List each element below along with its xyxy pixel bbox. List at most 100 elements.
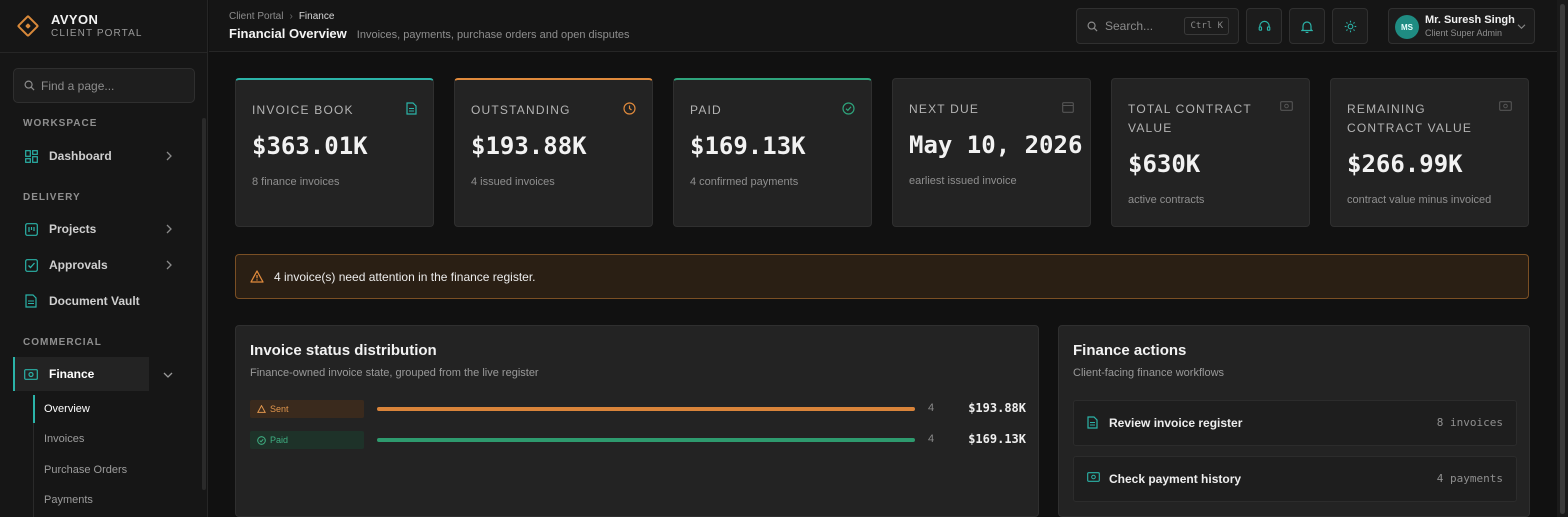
warning-triangle-icon xyxy=(257,405,266,413)
search-placeholder: Search... xyxy=(1105,19,1154,33)
status-label: Paid xyxy=(270,435,289,445)
brand[interactable]: AVYON CLIENT PORTAL xyxy=(16,10,143,42)
chevron-right-icon xyxy=(166,224,172,234)
kpi-value: $193.88K xyxy=(471,132,587,160)
user-name: Mr. Suresh Singh xyxy=(1425,14,1515,26)
kpi-value: $630K xyxy=(1128,150,1201,178)
kpi-card-paid: PAID $169.13K 4 confirmed payments xyxy=(673,78,872,227)
status-amount: $169.13K xyxy=(968,432,1026,446)
kpi-value: May 10, 2026 xyxy=(909,131,1083,159)
user-menu-button[interactable]: MS Mr. Suresh Singh Client Super Admin xyxy=(1388,8,1535,44)
sidebar-item-label: Dashboard xyxy=(49,149,112,163)
brand-subtitle: CLIENT PORTAL xyxy=(51,27,143,39)
finance-actions-panel: Finance actions Client-facing finance wo… xyxy=(1058,325,1530,517)
banknote-icon xyxy=(1087,472,1100,482)
action-label: Review invoice register xyxy=(1109,416,1243,430)
support-button[interactable] xyxy=(1246,8,1282,44)
kpi-caption: contract value minus invoiced xyxy=(1347,194,1492,206)
alert-text: 4 invoice(s) need attention in the finan… xyxy=(274,269,536,284)
kpi-caption: earliest issued invoice xyxy=(909,175,1017,187)
panel-subtitle: Client-facing finance workflows xyxy=(1073,367,1225,379)
section-workspace: WORKSPACE xyxy=(23,118,98,129)
find-page-input[interactable]: Find a page... xyxy=(13,68,195,103)
sidebar-divider xyxy=(0,52,207,53)
status-count: 4 xyxy=(928,402,935,414)
section-delivery: DELIVERY xyxy=(23,192,81,203)
projects-icon xyxy=(24,222,38,236)
bell-icon xyxy=(1301,20,1313,33)
sidebar: AVYON CLIENT PORTAL Find a page... WORKS… xyxy=(0,0,208,517)
action-review-invoice-register[interactable]: Review invoice register 8 invoices xyxy=(1073,400,1517,446)
file-text-icon xyxy=(24,294,38,308)
banknote-icon xyxy=(24,367,38,381)
headset-icon xyxy=(1258,20,1270,31)
kpi-label: PAID xyxy=(690,103,722,117)
panel-title: Finance actions xyxy=(1073,342,1187,359)
search-icon xyxy=(1087,21,1098,32)
breadcrumb-current: Finance xyxy=(298,11,335,22)
sidebar-item-finance[interactable]: Finance xyxy=(13,357,149,391)
page-title-row: Financial Overview Invoices, payments, p… xyxy=(229,26,630,41)
sun-icon xyxy=(1344,20,1356,32)
status-amount: $193.88K xyxy=(968,401,1026,415)
sidebar-item-document-vault[interactable]: Document Vault xyxy=(13,284,183,318)
page-scrollbar[interactable] xyxy=(1557,0,1568,517)
kpi-label: TOTAL CONTRACT VALUE xyxy=(1128,102,1252,135)
chevron-down-icon xyxy=(1517,24,1526,30)
avatar: MS xyxy=(1395,15,1419,39)
search-shortcut-badge: Ctrl K xyxy=(1184,17,1229,35)
kpi-label: OUTSTANDING xyxy=(471,103,571,117)
theme-toggle-button[interactable] xyxy=(1332,8,1368,44)
action-count: 4 payments xyxy=(1436,472,1503,485)
page-scrollbar-thumb[interactable] xyxy=(1560,4,1565,514)
warning-triangle-icon xyxy=(250,270,264,283)
sidebar-subitem-invoices[interactable]: Invoices xyxy=(44,433,85,445)
chevron-down-icon[interactable] xyxy=(163,371,173,379)
find-page-placeholder: Find a page... xyxy=(41,78,115,93)
global-search-input[interactable]: Search... Ctrl K xyxy=(1076,8,1239,44)
check-circle-icon xyxy=(842,102,855,115)
kpi-caption: 4 issued invoices xyxy=(471,176,555,188)
chevron-right-icon xyxy=(166,260,172,270)
status-row-sent[interactable]: Sent 4 $193.88K xyxy=(250,400,1026,418)
kpi-label: REMAINING CONTRACT VALUE xyxy=(1347,102,1473,135)
kpi-label: NEXT DUE xyxy=(909,102,980,116)
kpi-label: INVOICE BOOK xyxy=(252,103,354,117)
dashboard-icon xyxy=(24,149,38,163)
brand-logo-icon xyxy=(16,14,40,38)
breadcrumb: Client Portal › Finance xyxy=(229,11,334,22)
user-role: Client Super Admin xyxy=(1425,28,1503,38)
status-count: 4 xyxy=(928,433,935,445)
kpi-card-invoice-book: INVOICE BOOK $363.01K 8 finance invoices xyxy=(235,78,434,227)
status-bar xyxy=(377,438,915,442)
section-commercial: COMMERCIAL xyxy=(23,337,102,348)
action-check-payment-history[interactable]: Check payment history 4 payments xyxy=(1073,456,1517,502)
sidebar-item-approvals[interactable]: Approvals xyxy=(13,248,183,282)
page-title: Financial Overview xyxy=(229,26,347,41)
kpi-caption: 4 confirmed payments xyxy=(690,176,799,188)
panel-subtitle: Finance-owned invoice state, grouped fro… xyxy=(250,367,539,379)
notifications-button[interactable] xyxy=(1289,8,1325,44)
status-label: Sent xyxy=(270,404,289,414)
action-label: Check payment history xyxy=(1109,472,1242,486)
kpi-value: $169.13K xyxy=(690,132,806,160)
status-badge: Paid xyxy=(250,431,364,449)
sidebar-item-dashboard[interactable]: Dashboard xyxy=(13,139,183,173)
kpi-caption: active contracts xyxy=(1128,194,1205,206)
kpi-value: $363.01K xyxy=(252,132,368,160)
status-badge: Sent xyxy=(250,400,364,418)
action-count: 8 invoices xyxy=(1436,416,1503,429)
banknote-icon xyxy=(1280,101,1293,111)
sidebar-subitem-overview[interactable]: Overview xyxy=(33,395,90,423)
submenu-guide-line xyxy=(33,423,34,517)
breadcrumb-root[interactable]: Client Portal xyxy=(229,11,284,22)
sidebar-item-projects[interactable]: Projects xyxy=(13,212,183,246)
sidebar-scrollbar[interactable] xyxy=(202,118,206,490)
sidebar-subitem-purchase-orders[interactable]: Purchase Orders xyxy=(44,464,128,476)
sidebar-subitem-payments[interactable]: Payments xyxy=(44,494,93,506)
status-row-paid[interactable]: Paid 4 $169.13K xyxy=(250,431,1026,449)
top-header: Client Portal › Finance Financial Overvi… xyxy=(209,0,1557,52)
document-icon xyxy=(406,102,417,115)
kpi-card-remaining-contract-value: REMAINING CONTRACT VALUE $266.99K contra… xyxy=(1330,78,1529,227)
check-square-icon xyxy=(24,258,38,272)
